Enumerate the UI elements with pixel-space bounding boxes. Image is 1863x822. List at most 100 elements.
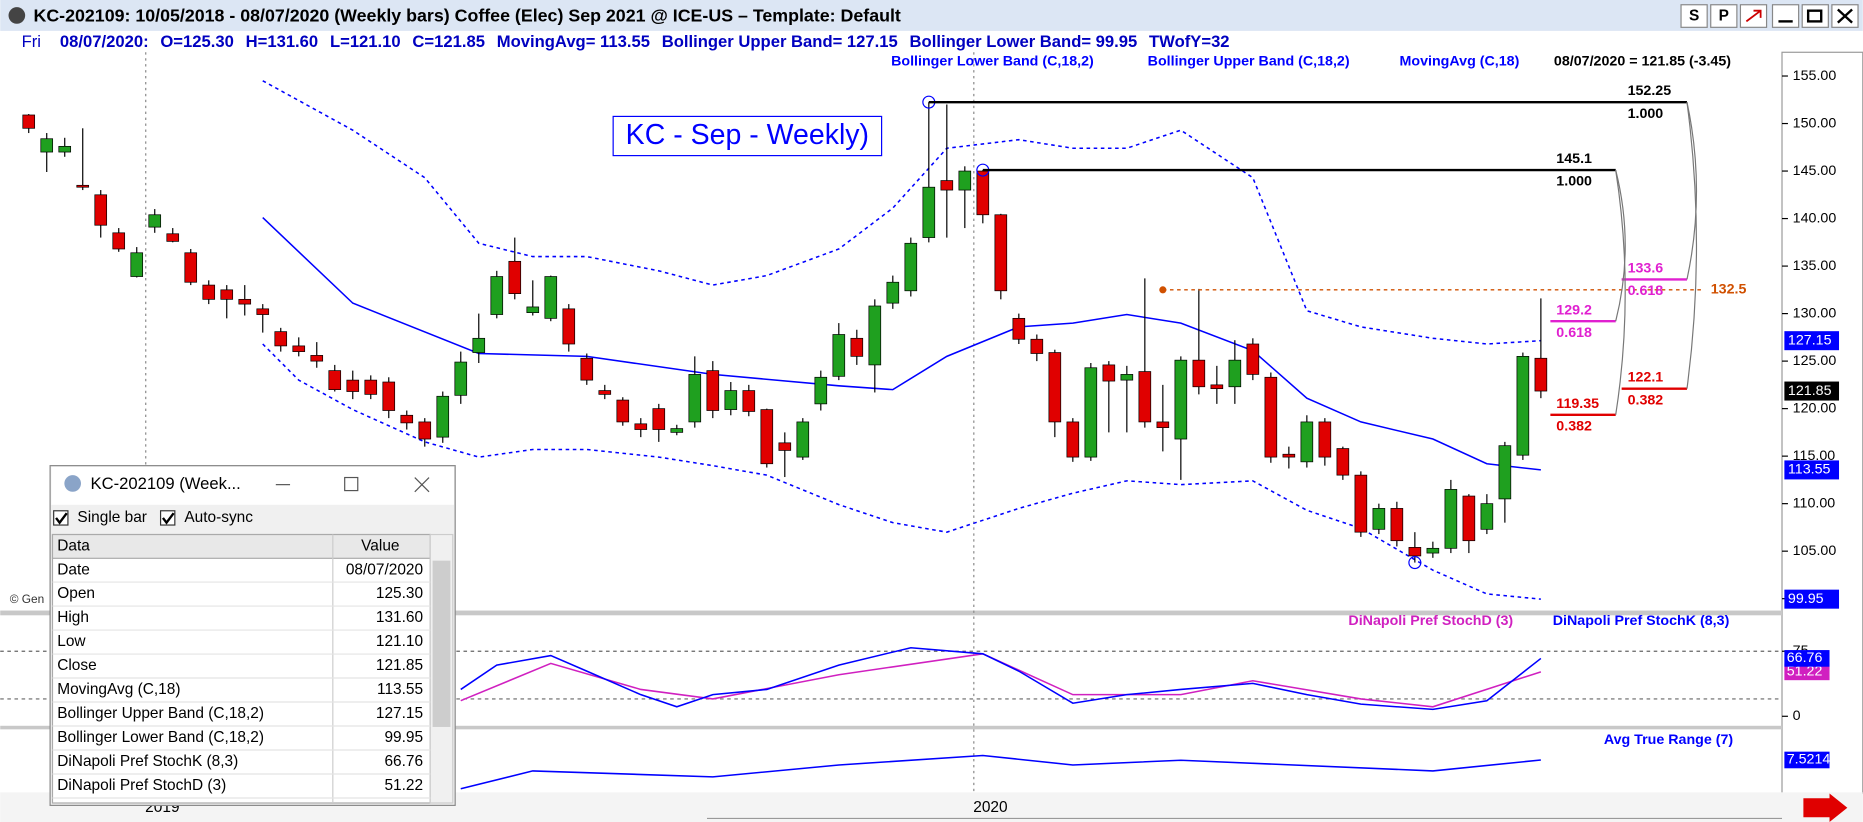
maximize-button[interactable] xyxy=(344,476,359,492)
candle-body xyxy=(1390,508,1404,542)
info-item: O=125.30 xyxy=(160,32,233,51)
candle-body xyxy=(346,379,360,392)
y-tick-label: 105.00 xyxy=(1793,543,1837,559)
candle-body xyxy=(1318,421,1332,458)
button[interactable] xyxy=(1680,4,1708,28)
indicator-line xyxy=(460,653,1542,708)
value-box-label: 113.55 xyxy=(1788,462,1831,478)
x-tick-label: 2020 xyxy=(973,799,1007,816)
candle-body xyxy=(184,252,198,283)
info-item: L=121.10 xyxy=(330,32,401,51)
indicator-line xyxy=(262,80,1541,345)
title-bar xyxy=(0,0,1863,31)
candle-body xyxy=(886,281,900,304)
level-ratio: 0.382 xyxy=(1628,392,1664,408)
candle-body xyxy=(1372,508,1386,530)
row-label: DiNapoli Pref StochD (3) xyxy=(57,777,226,794)
level-ratio: 0.618 xyxy=(1628,283,1664,299)
candle-body xyxy=(1066,421,1080,458)
app-icon xyxy=(8,7,26,24)
candle-body xyxy=(256,308,270,315)
y-tick-label: 155.00 xyxy=(1793,68,1837,84)
candle-body xyxy=(1228,359,1242,388)
bracket xyxy=(1686,102,1698,280)
y-tick-label: 150.00 xyxy=(1793,115,1837,131)
candle-body xyxy=(94,194,108,226)
candle-body xyxy=(220,289,234,300)
level-label: 133.6 xyxy=(1628,260,1664,276)
level-label: 152.25 xyxy=(1628,83,1672,99)
y-tick-label: 120.00 xyxy=(1793,400,1837,416)
scroll-thumb[interactable] xyxy=(432,560,451,727)
window-buttons: S P xyxy=(1680,4,1859,28)
candle-body xyxy=(634,423,648,430)
candle-body xyxy=(1426,547,1440,554)
y-tick-label: 140.00 xyxy=(1793,210,1837,226)
candle-body xyxy=(148,214,162,228)
table xyxy=(51,533,431,804)
candle-body xyxy=(400,414,414,424)
button[interactable] xyxy=(1710,4,1738,28)
row-label: Date xyxy=(57,561,90,578)
candle-body xyxy=(508,260,522,294)
candle-body xyxy=(994,214,1008,292)
candle-body xyxy=(1084,367,1098,458)
candle-body xyxy=(22,114,36,129)
candle-body xyxy=(1264,376,1278,458)
candle-body xyxy=(328,370,342,390)
row-label: High xyxy=(57,609,89,626)
indicator-line xyxy=(262,343,1541,600)
close-button[interactable] xyxy=(414,477,430,493)
info-line: Fri 08/07/2020: O=125.30 H=131.60 L=121.… xyxy=(22,32,1230,51)
info-item: Bollinger Upper Band= 127.15 xyxy=(662,32,898,51)
candle-body xyxy=(112,232,126,250)
candle-body xyxy=(490,276,504,315)
candle-body xyxy=(58,145,72,153)
scroll-arrow[interactable] xyxy=(1803,793,1848,822)
y-tick-label: 135.00 xyxy=(1793,258,1837,274)
window-title: KC-202109 (Week... xyxy=(90,474,240,493)
candle-body xyxy=(778,442,792,451)
candle-body xyxy=(130,252,144,277)
candle-body xyxy=(418,421,432,440)
value-box xyxy=(1784,589,1840,609)
candle-body xyxy=(292,345,306,352)
window-icon xyxy=(64,475,81,492)
candle-body xyxy=(274,331,288,347)
candle-body xyxy=(382,381,396,411)
candle-body xyxy=(1480,503,1494,530)
candle-body xyxy=(1156,421,1170,428)
value-box-label: 121.85 xyxy=(1788,383,1832,399)
restore-button[interactable] xyxy=(1801,4,1829,28)
info-item: 08/07/2020: xyxy=(60,32,149,51)
candle-body xyxy=(1300,421,1314,463)
level-ratio: 1.000 xyxy=(1556,174,1592,190)
info-item: C=121.85 xyxy=(412,32,485,51)
legend-entry: Bollinger Upper Band (C,18,2) xyxy=(1148,54,1350,70)
candle-body xyxy=(544,276,558,319)
info-item: Bollinger Lower Band= 99.95 xyxy=(910,32,1138,51)
indicator-line xyxy=(460,646,1542,711)
row-value: 51.22 xyxy=(384,777,423,794)
candle-body xyxy=(580,357,594,381)
info-bar xyxy=(0,32,1863,54)
candle-body xyxy=(1138,371,1152,423)
candle-body xyxy=(1246,343,1260,375)
checkbox-label: Single bar xyxy=(77,509,147,526)
candle-body xyxy=(1498,445,1512,500)
candle-body xyxy=(1336,448,1350,476)
candle-body xyxy=(1048,352,1062,423)
button-label: P xyxy=(1719,8,1729,25)
row-label: DiNapoli Pref StochK (8,3) xyxy=(57,753,238,770)
value-box xyxy=(1784,650,1830,667)
value-box-label: 51.22 xyxy=(1787,664,1823,680)
row-value: 125.30 xyxy=(376,585,423,602)
y-tick-label: 0 xyxy=(1793,708,1801,724)
candle-body xyxy=(598,390,612,395)
copyright: © Gen xyxy=(10,592,44,606)
candle-body xyxy=(1102,364,1116,382)
candle-body xyxy=(850,337,864,357)
icon xyxy=(1806,9,1823,23)
minimize-button[interactable] xyxy=(1771,4,1800,28)
indicator-line xyxy=(262,217,1541,471)
